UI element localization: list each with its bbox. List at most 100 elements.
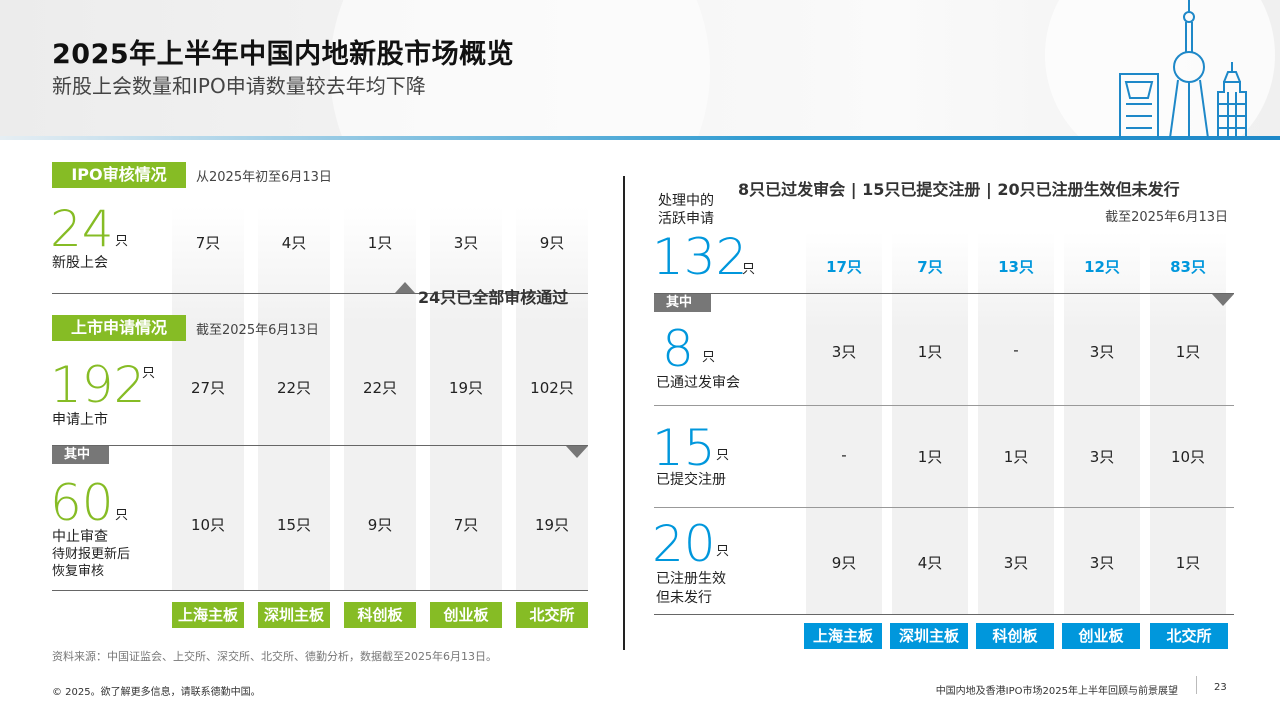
listing-apply-sh-main: 27只 [190,379,226,397]
registered-bse: 1只 [1175,554,1201,572]
suspended-count: 60 [50,474,114,532]
ipo-review-note: 从2025年初至6月13日 [196,170,332,185]
suspended-label-2: 待财报更新后 [52,547,131,562]
registered-unit: 只 [716,544,730,559]
approved-star: - [1013,341,1019,359]
page-subtitle: 新股上会数量和IPO申请数量较去年均下降 [52,74,426,98]
panel-separator [623,176,625,650]
left-board-chinext: 创业板 [430,602,502,628]
page-title: 2025年上半年中国内地新股市场概览 [52,39,515,70]
listing-apply-bse: 102只 [530,379,574,397]
page-number: 23 [1214,682,1227,693]
report-title: 中国内地及香港IPO市场2025年上半年回顾与前景展望 [935,686,1178,697]
suspended-star: 9只 [367,516,393,534]
submitted-label: 已提交注册 [656,472,726,488]
copyright: © 2025。欲了解更多信息，请联系德勤中国。 [52,687,261,698]
submitted-bse: 10只 [1170,448,1206,466]
registered-count: 20 [652,515,716,573]
approved-count: 8 [662,320,694,378]
header-accent-bar [0,136,1280,140]
ipo-review-tag: IPO审核情况 [52,162,186,188]
registered-chinext: 3只 [1089,554,1115,572]
registered-sh-main: 9只 [831,554,857,572]
submitted-chinext: 3只 [1089,448,1115,466]
submitted-divider [654,507,1234,508]
header-banner [0,0,1280,140]
left-column-bg-4 [430,206,502,590]
right-board-chinext: 创业板 [1062,623,1140,649]
approved-divider [654,405,1234,406]
submitted-sz-main: 1只 [917,448,943,466]
right-column-bg-4 [1064,232,1140,614]
listing-apply-divider [52,445,588,446]
suspended-label-1: 中止审查 [52,529,108,545]
active-divider [654,293,1234,294]
ipo-review-star: 1只 [367,234,393,252]
left-of-which-tag: 其中 [52,446,109,464]
listing-apply-tag: 上市申请情况 [52,315,186,341]
left-board-sz-main: 深圳主板 [258,602,330,628]
listing-apply-count: 192 [50,356,146,414]
active-star: 13只 [998,258,1034,276]
approved-unit: 只 [702,350,716,365]
left-bottom-divider [52,590,588,591]
submitted-star: 1只 [1003,448,1029,466]
right-headline: 8只已过发审会 | 15只已提交注册 | 20只已注册生效但未发行 [738,180,1180,199]
left-column-bg-3 [344,206,416,590]
footer-separator [1196,676,1197,694]
left-board-star: 科创板 [344,602,416,628]
submitted-sh-main: - [841,446,847,464]
ipo-review-label: 新股上会 [52,255,108,271]
active-label-1: 处理中的 [658,193,714,209]
registered-label-2: 但未发行 [656,590,712,606]
ipo-review-passed-note: 24只已全部审核通过 [418,288,569,307]
suspended-bse: 19只 [534,516,570,534]
left-of-which-pointer-icon [566,446,588,458]
approved-sh-main: 3只 [831,343,857,361]
left-column-bg-5 [516,206,588,590]
approved-sz-main: 1只 [917,343,943,361]
right-of-which-tag: 其中 [654,294,711,312]
listing-apply-sz-main: 22只 [276,379,312,397]
suspended-chinext: 7只 [453,516,479,534]
listing-apply-label: 申请上市 [52,412,108,428]
ipo-review-unit: 只 [115,234,129,249]
active-chinext: 12只 [1084,258,1120,276]
ipo-review-sz-main: 4只 [281,234,307,252]
source-note: 资料来源：中国证监会、上交所、深交所、北交所、德勤分析，数据截至2025年6月1… [52,650,497,663]
right-board-sh-main: 上海主板 [804,623,882,649]
left-board-bse: 北交所 [516,602,588,628]
active-sz-main: 7只 [917,258,943,276]
left-column-bg-1 [172,206,244,590]
ipo-review-chinext: 3只 [453,234,479,252]
registered-star: 3只 [1003,554,1029,572]
active-label-2: 活跃申请 [658,211,714,227]
registered-label-1: 已注册生效 [656,571,726,587]
ipo-review-count: 24 [50,200,114,258]
skyline-icon [1119,0,1247,138]
listing-apply-note: 截至2025年6月13日 [196,323,319,338]
right-board-sz-main: 深圳主板 [890,623,968,649]
ipo-review-bse: 9只 [539,234,565,252]
right-board-bse: 北交所 [1150,623,1228,649]
approved-chinext: 3只 [1089,343,1115,361]
passed-pointer-icon [395,282,415,293]
right-board-star: 科创板 [976,623,1054,649]
listing-apply-chinext: 19只 [448,379,484,397]
submitted-unit: 只 [716,448,730,463]
right-column-bg-1 [806,232,882,614]
ipo-review-sh-main: 7只 [195,234,221,252]
suspended-sh-main: 10只 [190,516,226,534]
suspended-label-3: 恢复审核 [52,564,105,579]
active-count: 132 [652,228,748,286]
listing-apply-star: 22只 [362,379,398,397]
suspended-unit: 只 [115,508,129,523]
right-of-which-pointer-icon [1212,294,1234,306]
approved-label: 已通过发审会 [656,375,740,391]
suspended-sz-main: 15只 [276,516,312,534]
right-date: 截至2025年6月13日 [1105,210,1228,225]
right-bottom-divider [654,614,1234,615]
active-bse: 83只 [1170,258,1206,276]
listing-apply-unit: 只 [142,366,156,381]
